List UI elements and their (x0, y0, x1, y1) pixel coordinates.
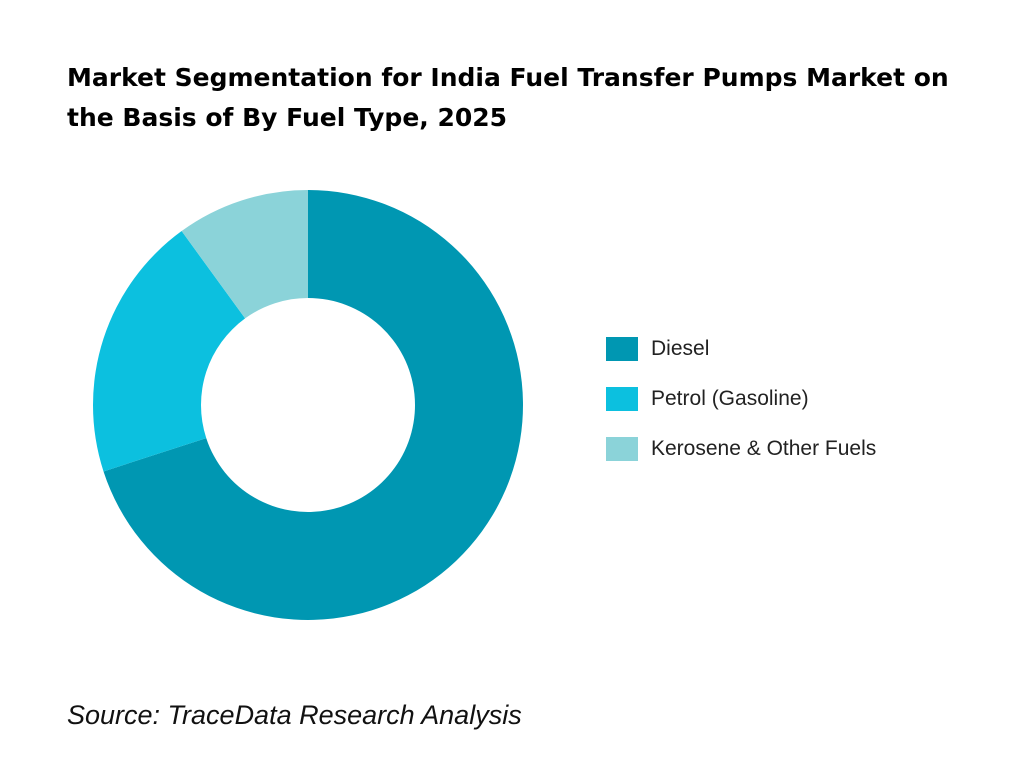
legend-item-kerosene: Kerosene & Other Fuels (606, 436, 876, 461)
donut-slice-diesel (103, 190, 523, 620)
donut-slice-kerosene-other-fuels (181, 190, 308, 319)
legend-swatch (606, 336, 638, 361)
source-note: Source: TraceData Research Analysis (67, 700, 522, 730)
legend-label: Diesel (651, 336, 710, 360)
donut-slice-petrol-gasoline (92, 231, 246, 472)
legend-swatch (606, 386, 638, 411)
legend-item-diesel: Diesel (606, 336, 876, 361)
legend: Diesel Petrol (Gasoline) Kerosene & Othe… (606, 336, 876, 486)
legend-label: Kerosene & Other Fuels (651, 436, 877, 460)
chart-title: Market Segmentation for India Fuel Trans… (67, 63, 949, 132)
legend-item-petrol: Petrol (Gasoline) (606, 386, 876, 411)
legend-label: Petrol (Gasoline) (651, 386, 809, 410)
legend-swatch (606, 436, 638, 461)
